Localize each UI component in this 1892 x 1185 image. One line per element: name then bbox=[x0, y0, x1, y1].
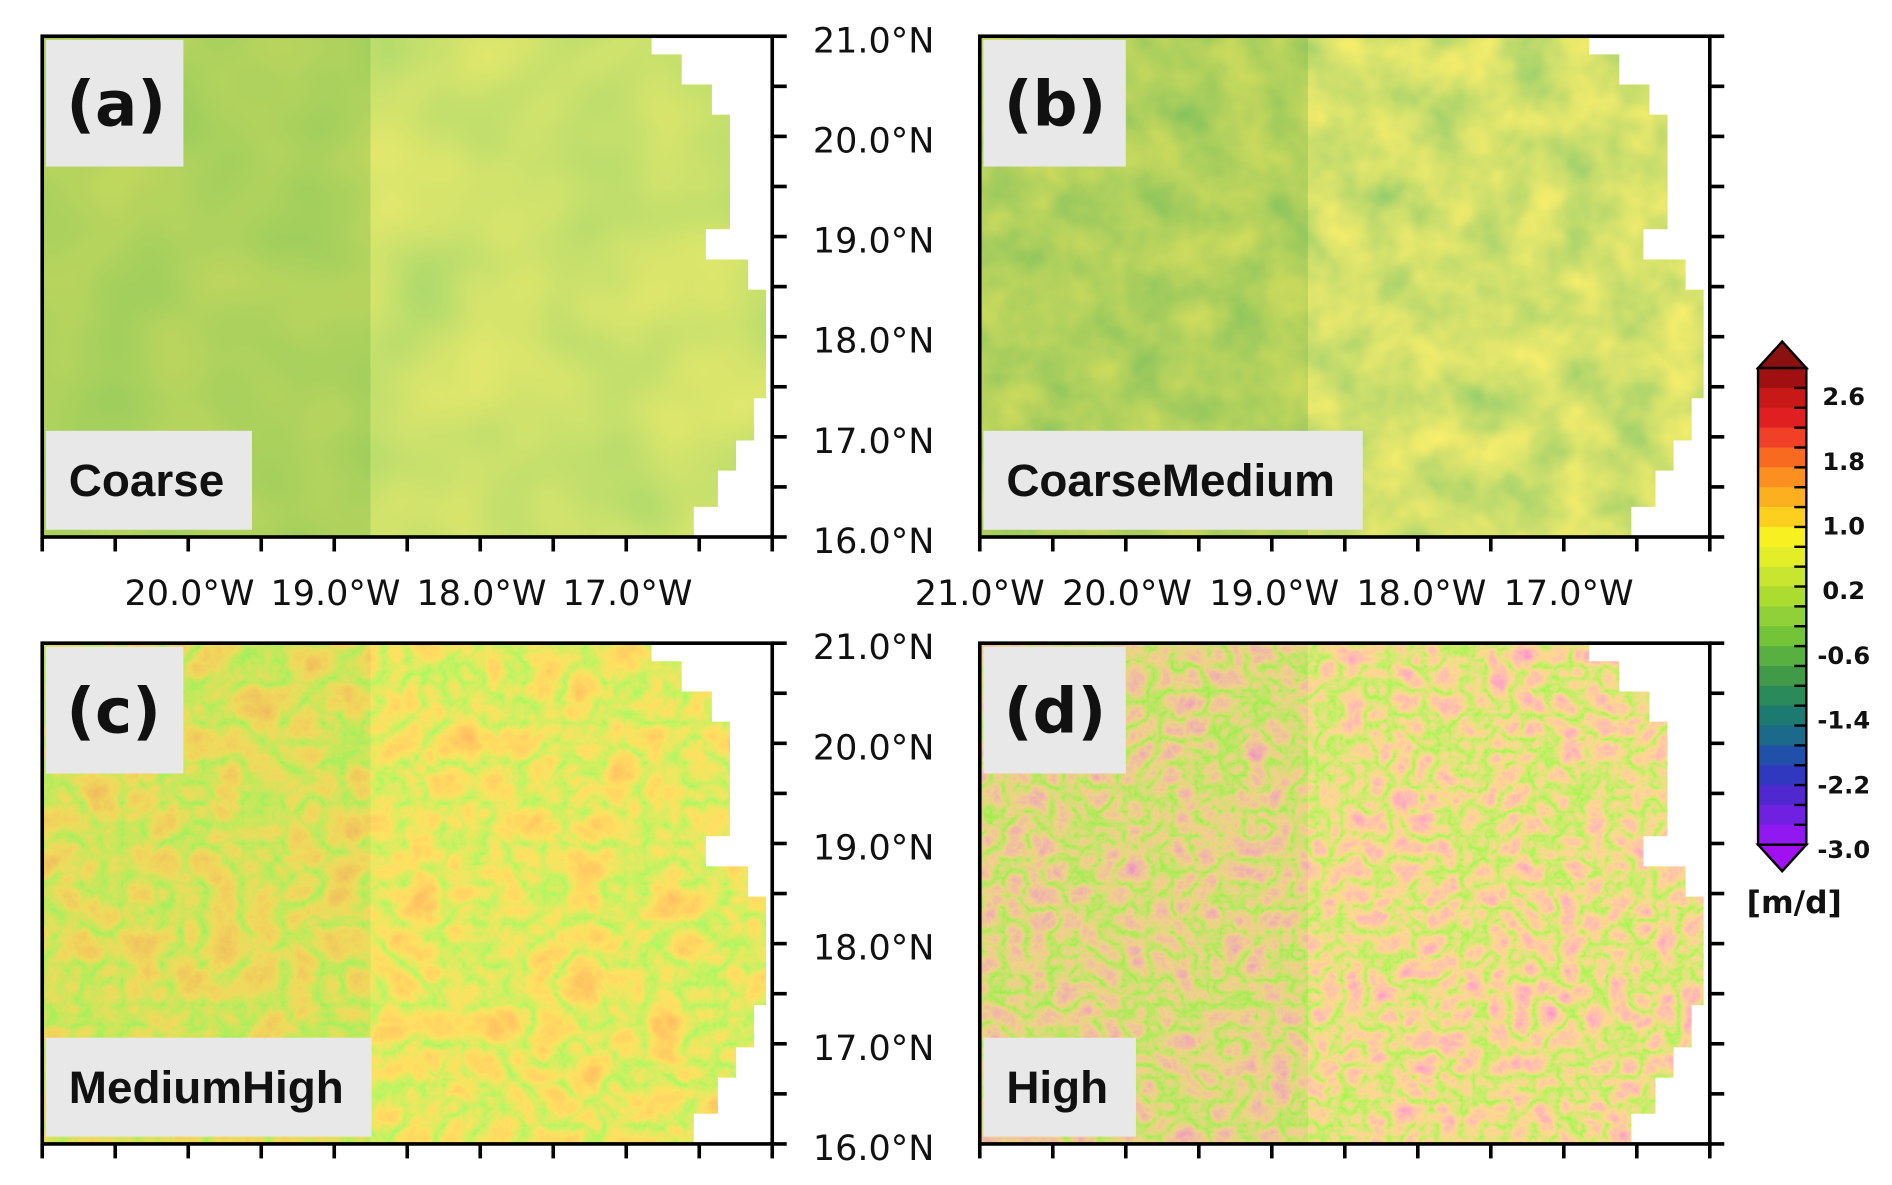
colorbar-swatch bbox=[1758, 725, 1807, 746]
colorbar-swatch bbox=[1758, 824, 1807, 846]
lat-tick-label: 19.0°N bbox=[813, 222, 935, 262]
colorbar-label: -0.6 bbox=[1817, 642, 1870, 670]
label-box bbox=[983, 646, 1126, 774]
colorbar-label: 0.2 bbox=[1822, 577, 1865, 605]
colorbar-swatch bbox=[1758, 427, 1807, 449]
colorbar-label: 1.8 bbox=[1822, 448, 1865, 476]
lat-tick-label: 17.0°N bbox=[813, 422, 935, 462]
colorbar-swatch bbox=[1758, 526, 1807, 548]
panel-name: High bbox=[1006, 1061, 1108, 1113]
colorbar-swatch bbox=[1758, 487, 1807, 508]
lat-tick-label: 17.0°N bbox=[813, 1029, 935, 1069]
map-panel: (c) MediumHigh bbox=[40, 641, 787, 1159]
colorbar-swatch bbox=[1758, 765, 1807, 786]
lat-tick-label: 21.0°N bbox=[813, 21, 935, 61]
colorbar-swatch bbox=[1758, 626, 1807, 647]
label-box bbox=[45, 39, 184, 167]
name-box bbox=[45, 430, 252, 530]
name-box bbox=[983, 1037, 1136, 1137]
name-box bbox=[983, 430, 1363, 530]
lon-tick-label: 18.0°W bbox=[1356, 574, 1486, 614]
lon-tick-label: 21.0°W bbox=[915, 574, 1045, 614]
colorbar-label: -3.0 bbox=[1817, 836, 1870, 864]
map-panel: (d) High bbox=[977, 641, 1725, 1159]
colorbar-swatch bbox=[1758, 785, 1807, 806]
colorbar-swatch bbox=[1758, 685, 1807, 707]
lon-tick-label: 17.0°W bbox=[1504, 574, 1634, 614]
panel-label: (c) bbox=[66, 675, 161, 748]
colorbar-swatch bbox=[1758, 745, 1807, 766]
panel-name: Coarse bbox=[69, 454, 224, 506]
lon-tick-label: 17.0°W bbox=[562, 574, 692, 614]
colorbar-label: -1.4 bbox=[1817, 707, 1870, 735]
lon-tick-label: 19.0°W bbox=[1209, 574, 1339, 614]
lat-tick-label: 21.0°N bbox=[813, 628, 935, 668]
colorbar-cap bbox=[1755, 339, 1810, 370]
lon-tick-label: 18.0°W bbox=[416, 574, 546, 614]
colorbar-swatch bbox=[1758, 387, 1807, 409]
lat-tick-label: 18.0°N bbox=[813, 322, 935, 362]
colorbar-swatch bbox=[1758, 546, 1807, 568]
lat-tick-label: 19.0°N bbox=[813, 829, 935, 869]
colorbar-label: 2.6 bbox=[1822, 383, 1865, 411]
colorbar-swatch bbox=[1758, 467, 1807, 488]
map-panel: (a) Coarse bbox=[40, 34, 787, 552]
colorbar-label: -2.2 bbox=[1817, 771, 1870, 799]
lon-tick-label: 20.0°W bbox=[1062, 574, 1192, 614]
panel-label: (a) bbox=[66, 68, 166, 141]
label-box bbox=[45, 646, 184, 774]
panel-label: (b) bbox=[1004, 68, 1106, 141]
panel-name: CoarseMedium bbox=[1006, 454, 1335, 506]
colorbar-swatch bbox=[1758, 566, 1807, 588]
lon-tick-label: 19.0°W bbox=[270, 574, 400, 614]
colorbar-swatch bbox=[1758, 586, 1807, 607]
colorbar-swatch bbox=[1758, 606, 1807, 627]
colorbar-label: 1.0 bbox=[1822, 513, 1865, 541]
lat-tick-label: 16.0°N bbox=[813, 1129, 935, 1169]
panel-label: (d) bbox=[1004, 675, 1106, 748]
colorbar-swatch bbox=[1758, 804, 1807, 826]
lat-tick-label: 16.0°N bbox=[813, 522, 935, 562]
name-box bbox=[45, 1037, 372, 1137]
colorbar-cap bbox=[1755, 843, 1810, 874]
colorbar-swatch bbox=[1758, 665, 1807, 687]
colorbar-swatch bbox=[1758, 646, 1807, 667]
panel-name: MediumHigh bbox=[69, 1061, 344, 1113]
label-box bbox=[983, 39, 1126, 167]
colorbar-swatch bbox=[1758, 705, 1807, 727]
colorbar-swatch bbox=[1758, 407, 1807, 429]
colorbar-swatch bbox=[1758, 447, 1807, 468]
lat-tick-label: 18.0°N bbox=[813, 929, 935, 969]
lat-tick-label: 20.0°N bbox=[813, 121, 935, 161]
map-panel: (b) CoarseMedium bbox=[977, 34, 1725, 552]
colorbar-swatch bbox=[1758, 368, 1807, 389]
lon-tick-label: 20.0°W bbox=[124, 574, 254, 614]
colorbar-unit: [m/d] bbox=[1747, 885, 1842, 921]
colorbar-swatch bbox=[1758, 507, 1807, 528]
lat-tick-label: 20.0°N bbox=[813, 728, 935, 768]
